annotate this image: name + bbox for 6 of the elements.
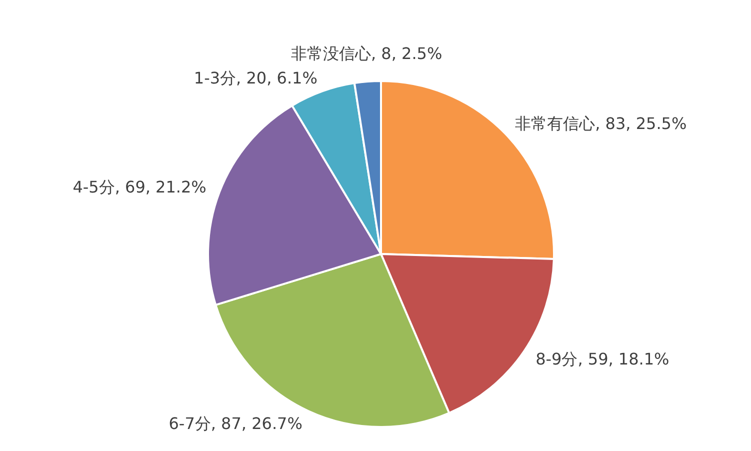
slice-label: 非常有信心, 83, 25.5%	[515, 114, 687, 134]
slice-label: 4-5分, 69, 21.2%	[72, 178, 206, 197]
slice-label: 1-3分, 20, 6.1%	[194, 68, 318, 88]
slice-label: 非常没信心, 8, 2.5%	[291, 44, 442, 64]
slice-label: 8-9分, 59, 18.1%	[536, 350, 670, 369]
slice-label: 6-7分, 87, 26.7%	[168, 414, 302, 434]
